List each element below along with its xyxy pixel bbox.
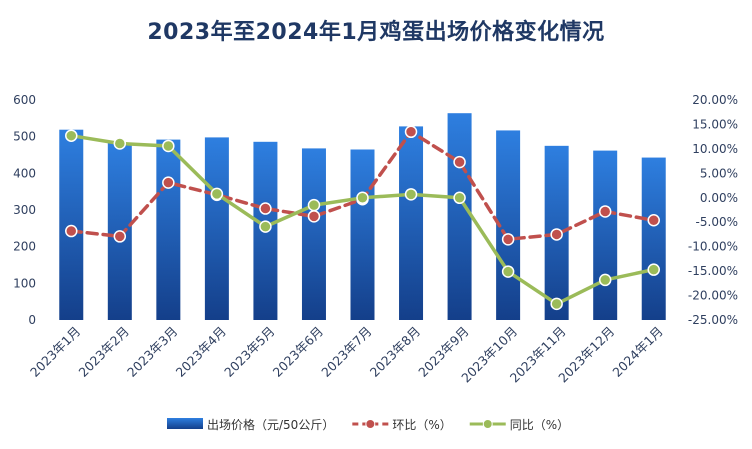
x-axis-tick-label: 2024年1月 bbox=[609, 324, 665, 380]
legend-label: 同比（%） bbox=[510, 418, 569, 432]
x-axis-tick-label: 2023年3月 bbox=[124, 324, 180, 380]
yoy-point bbox=[647, 263, 660, 276]
price-bar bbox=[350, 149, 375, 320]
right-axis-tick-label: 15.00% bbox=[692, 117, 738, 131]
right-axis-tick-label: 0.00% bbox=[700, 191, 738, 205]
x-axis-tick-label: 2023年1月 bbox=[27, 324, 83, 380]
bars-layer bbox=[59, 113, 666, 321]
price-bar bbox=[447, 113, 472, 320]
legend-swatch-marker bbox=[482, 419, 493, 429]
mom-point bbox=[113, 230, 127, 243]
left-axis-tick-label: 400 bbox=[13, 166, 36, 180]
legend-item: 环比（%） bbox=[352, 418, 452, 432]
left-axis-tick-label: 0 bbox=[28, 313, 36, 327]
right-axis-tick-label: 20.00% bbox=[692, 93, 738, 107]
lines-layer bbox=[65, 125, 660, 311]
right-axis-tick-label: -5.00% bbox=[696, 215, 738, 229]
x-axis-tick-label: 2023年8月 bbox=[367, 324, 423, 380]
mom-point bbox=[501, 233, 515, 246]
right-axis: -25.00% -20.00% -15.00% -10.00% -5.00% 0.00% 5… bbox=[688, 93, 738, 327]
legend-item: 出场价格（元/50公斤） bbox=[167, 417, 334, 432]
mom-point bbox=[307, 210, 321, 223]
legend-swatch-bar bbox=[167, 418, 203, 429]
left-axis-tick-label: 500 bbox=[13, 130, 36, 144]
left-axis: 0 100 200 300 400 500 600 bbox=[13, 93, 36, 327]
right-axis-tick-label: 10.00% bbox=[692, 142, 738, 156]
price-bar bbox=[156, 139, 181, 320]
mom-point bbox=[259, 202, 272, 215]
legend-label: 环比（%） bbox=[392, 418, 451, 432]
left-axis-tick-label: 100 bbox=[13, 276, 36, 290]
x-axis-tick-label: 2023年7月 bbox=[318, 324, 374, 380]
yoy-point bbox=[307, 198, 321, 212]
yoy-point bbox=[259, 220, 272, 233]
legend-swatch-marker bbox=[365, 419, 376, 429]
legend-label: 出场价格（元/50公斤） bbox=[207, 417, 334, 432]
mom-point bbox=[404, 125, 418, 139]
yoy-point bbox=[598, 273, 612, 287]
yoy-point bbox=[162, 139, 175, 153]
right-axis-tick-label: 5.00% bbox=[700, 166, 738, 180]
yoy-point bbox=[113, 137, 127, 150]
right-axis-tick-label: -20.00% bbox=[688, 289, 738, 303]
legend-item: 同比（%） bbox=[469, 418, 569, 432]
right-axis-tick-label: -25.00% bbox=[688, 313, 738, 327]
mom-point bbox=[598, 205, 612, 218]
left-axis-tick-label: 300 bbox=[13, 203, 36, 217]
mom-point bbox=[65, 224, 78, 238]
yoy-point bbox=[210, 187, 224, 201]
yoy-point bbox=[404, 188, 418, 201]
legend: 出场价格（元/50公斤） 环比（%） 同比（%） bbox=[167, 417, 569, 432]
price-bar bbox=[204, 137, 229, 320]
right-axis-tick-label: -10.00% bbox=[688, 240, 738, 254]
yoy-point bbox=[453, 191, 466, 205]
mom-point bbox=[550, 228, 563, 241]
yoy-point bbox=[501, 265, 515, 278]
left-axis-tick-label: 200 bbox=[13, 240, 36, 254]
x-axis-tick-label: 2023年6月 bbox=[270, 324, 326, 380]
mom-point bbox=[162, 176, 175, 189]
chart-title: 2023年至2024年1月鸡蛋出场价格变化情况 bbox=[147, 20, 605, 45]
right-axis-tick-label: -15.00% bbox=[688, 264, 738, 278]
x-axis-tick-label: 2023年5月 bbox=[221, 324, 277, 380]
x-axis-tick-label: 2023年2月 bbox=[76, 324, 132, 380]
mom-point bbox=[453, 155, 466, 169]
price-bar bbox=[641, 157, 666, 320]
yoy-point bbox=[356, 191, 369, 205]
price-bar bbox=[399, 126, 424, 321]
x-axis-tick-label: 2023年4月 bbox=[173, 324, 229, 380]
price-bar bbox=[301, 148, 326, 320]
yoy-point bbox=[65, 129, 78, 142]
yoy-point bbox=[550, 297, 563, 311]
mom-point bbox=[647, 214, 660, 227]
x-axis: 2023年1月2023年2月2023年3月2023年4月2023年5月2023年… bbox=[27, 324, 666, 386]
left-axis-tick-label: 600 bbox=[13, 93, 36, 107]
price-bar bbox=[593, 150, 618, 320]
